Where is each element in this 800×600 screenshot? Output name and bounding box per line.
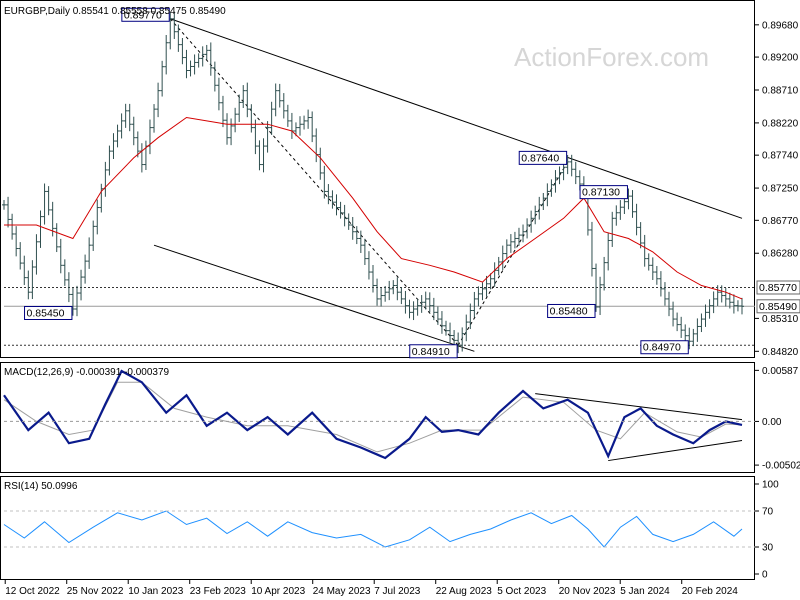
- price-tick-label: 0.87250: [762, 184, 799, 195]
- date-tick-label: 20 Nov 2023: [559, 586, 616, 597]
- axis-level-badge: [756, 299, 800, 314]
- rsi-header: RSI(14) 50.0996: [4, 481, 78, 492]
- macd-tick-label: 0.00: [762, 417, 782, 428]
- price-tick-label: 0.89200: [762, 53, 799, 64]
- price-bars: [2, 11, 744, 354]
- level-lines: [4, 286, 755, 346]
- date-tick-label: 20 Feb 2024: [682, 586, 739, 597]
- macd-signal-line: [3, 381, 743, 453]
- price-label-box: [24, 305, 73, 320]
- date-tick-label: 12 Oct 2022: [5, 586, 60, 597]
- price-label-box: [518, 150, 568, 165]
- date-tick-label: 22 Aug 2023: [436, 586, 493, 597]
- price-tick-label: 0.89680: [762, 20, 799, 31]
- date-tick-label: 24 May 2023: [313, 586, 371, 597]
- price-label: 0.87640: [521, 152, 559, 164]
- price-tick-label: 0.84820: [762, 347, 799, 358]
- descending-support-line: [153, 244, 475, 352]
- price-label: 0.85480: [550, 305, 588, 317]
- price-label-box: [409, 344, 458, 359]
- macd-line: [3, 369, 743, 460]
- dashed-decline-line: [169, 18, 459, 346]
- price-label-box: [579, 185, 628, 200]
- macd-upper-trendline: [535, 393, 743, 421]
- rsi-line: [3, 510, 743, 548]
- macd-lower-trendline: [608, 440, 743, 462]
- rsi-axis: 100 70 30 0: [4, 480, 779, 581]
- price-label: 0.84910: [412, 346, 450, 358]
- price-tick-label: 0.86280: [762, 249, 799, 260]
- price-tick-label: 0.85310: [762, 314, 799, 325]
- axis-level-label: 0.85490: [759, 301, 797, 313]
- rsi-panel: [0, 476, 755, 580]
- price-label: 0.87130: [582, 187, 620, 199]
- date-axis: 12 Oct 2022 25 Nov 2022 10 Jan 2023 23 Feb …: [4, 580, 739, 597]
- date-tick-label: 10 Jan 2023: [128, 586, 183, 597]
- price-tick-label: 0.88220: [762, 118, 799, 129]
- date-tick-label: 10 Apr 2023: [251, 586, 305, 597]
- price-tick-label: 0.86770: [762, 216, 799, 227]
- price-label-box: [547, 303, 596, 318]
- price-tick-label: 0.87740: [762, 151, 799, 162]
- date-tick-label: 25 Nov 2022: [67, 586, 124, 597]
- macd-header: MACD(12,26,9) -0.000391 -0.000379: [4, 367, 170, 378]
- rsi-tick-label: 100: [762, 480, 779, 491]
- date-tick-label: 23 Feb 2023: [190, 586, 247, 597]
- price-axis: 0.89680 0.89200 0.88710 0.88220 0.87740 0.872…: [755, 20, 799, 358]
- date-tick-label: 7 Jul 2023: [374, 586, 421, 597]
- rsi-tick-label: 30: [762, 543, 774, 554]
- date-tick-label: 5 Jan 2024: [620, 586, 670, 597]
- price-tick-label: 0.88710: [762, 85, 799, 96]
- price-label-box: [640, 340, 689, 355]
- chart-header: EURGBP,Daily 0.85541 0.85558 0.85475 0.8…: [4, 6, 226, 17]
- axis-level-badge: [756, 280, 800, 295]
- price-label: 0.89770: [124, 9, 162, 21]
- trendlines: [153, 18, 743, 462]
- rsi-tick-label: 70: [762, 507, 774, 518]
- price-label-box: [121, 7, 170, 22]
- price-label: 0.85450: [27, 307, 65, 319]
- moving-average-line: [4, 116, 743, 300]
- rsi-tick-label: 0: [762, 570, 768, 581]
- price-annotations: 0.89770 0.87640 0.87130 0.85770 0.85450 0.854…: [24, 7, 800, 359]
- watermark: ActionForex.com: [514, 42, 709, 72]
- macd-tick-label: 0.00587: [762, 366, 799, 377]
- axis-level-label: 0.85770: [759, 282, 797, 294]
- price-label: 0.84970: [643, 342, 681, 354]
- descending-resistance-line: [170, 18, 743, 219]
- date-tick-label: 5 Oct 2023: [497, 586, 546, 597]
